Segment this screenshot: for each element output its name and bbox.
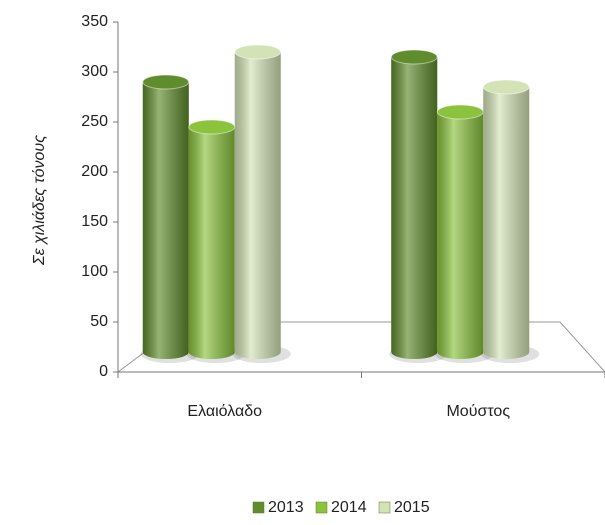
bar-top xyxy=(142,74,190,90)
bar-top xyxy=(234,44,282,60)
y-tick-label: 50 xyxy=(90,313,108,330)
legend-swatch xyxy=(378,501,391,514)
bar-shade xyxy=(483,87,530,360)
x-tick-label: Ελαιόλαδο xyxy=(187,403,262,420)
y-tick-label: 150 xyxy=(81,213,108,230)
y-tick-label: 0 xyxy=(99,363,108,380)
bar-top xyxy=(436,104,484,120)
legend-swatch xyxy=(252,501,265,514)
bar-shade xyxy=(437,112,484,360)
legend-label: 2014 xyxy=(331,499,367,516)
y-tick-label: 300 xyxy=(81,63,108,80)
bar-shade xyxy=(142,82,189,360)
y-tick-label: 100 xyxy=(81,263,108,280)
bar-top xyxy=(482,79,530,95)
y-axis-label: Σε χιλιάδες τόνους xyxy=(31,135,48,266)
y-tick-label: 250 xyxy=(81,113,108,130)
x-tick-label: Μούστος xyxy=(446,403,510,420)
y-tick-label: 200 xyxy=(81,163,108,180)
bar-top xyxy=(188,119,236,135)
bar-shade xyxy=(234,52,281,360)
legend-label: 2013 xyxy=(268,499,304,516)
legend-label: 2015 xyxy=(394,499,430,516)
bar-top xyxy=(390,49,438,65)
y-tick-label: 350 xyxy=(81,13,108,30)
bar-shade xyxy=(391,57,438,360)
legend-swatch xyxy=(315,501,328,514)
bar-shade xyxy=(188,127,235,360)
